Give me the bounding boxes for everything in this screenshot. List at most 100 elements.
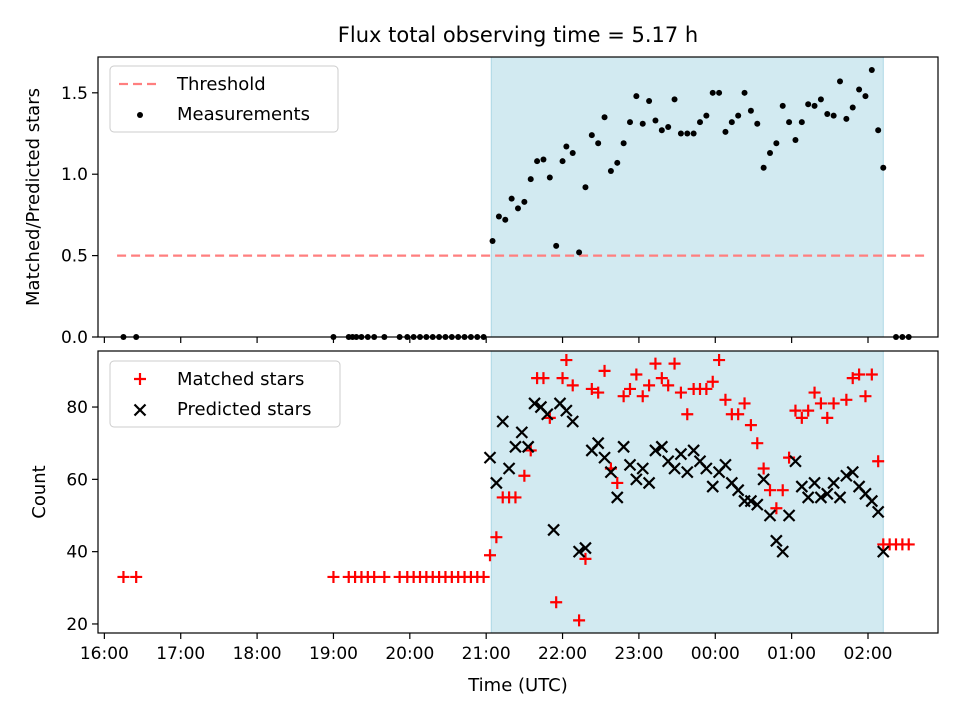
matched-star-point [368, 570, 381, 583]
matched-star-point [865, 368, 878, 381]
measurement-point [817, 96, 824, 103]
predicted-star-point [795, 480, 809, 493]
predicted-star-point [876, 545, 890, 558]
x-tick-label: 17:00 [156, 644, 205, 664]
matched-star-point [579, 552, 592, 565]
matched-star-point [509, 491, 522, 504]
top-axes-frame [97, 56, 939, 338]
matched-star-point [713, 354, 726, 367]
measurement-point [540, 156, 547, 163]
matched-star-point [902, 538, 915, 551]
measurement-point [671, 96, 678, 103]
predicted-star-point [572, 545, 586, 558]
measurement-point [563, 143, 570, 150]
measurement-point [534, 158, 541, 165]
y-tick-label: 60 [66, 470, 88, 490]
y-tick-label: 0.5 [61, 247, 88, 267]
predicted-star-point [808, 476, 821, 490]
measurement-point [716, 89, 723, 96]
legend-box [109, 360, 341, 428]
predicted-star-point [540, 407, 554, 421]
matched-star-point [789, 404, 802, 417]
predicted-star-point [649, 444, 662, 457]
predicted-star-point [680, 465, 694, 479]
matched-star-point [808, 386, 821, 399]
measurement-point [553, 242, 560, 249]
matched-star-point [706, 375, 719, 388]
measurement-point [875, 127, 882, 134]
predicted-star-point [509, 440, 522, 454]
measurement-point [773, 140, 780, 147]
measurement-point [880, 164, 887, 171]
bottom-axes-frame [97, 350, 939, 634]
predicted-star-point [591, 436, 605, 450]
predicted-star-point [617, 440, 630, 454]
matched-star-point [662, 379, 675, 392]
y-tick-label: 1.0 [61, 165, 88, 185]
legend-matched-label: Matched stars [177, 369, 304, 390]
matched-star-point [821, 411, 834, 424]
x-tick-label: 21:00 [462, 644, 511, 664]
matched-star-point [649, 357, 662, 370]
matched-star-point [585, 382, 598, 395]
measurement-point [607, 167, 614, 174]
x-tick-label: 00:00 [691, 644, 740, 664]
matched-star-point [681, 408, 694, 421]
matched-star-point [598, 364, 611, 377]
legend-box [109, 65, 339, 133]
measurement-point [614, 159, 621, 166]
x-tick-label: 22:00 [538, 644, 587, 664]
y-axis-label: Count [29, 465, 50, 518]
measurement-point [595, 140, 602, 147]
predicted-star-point [490, 476, 503, 490]
measurement-point [843, 115, 850, 122]
matched-star-point [643, 379, 656, 392]
predicted-star-point [871, 505, 885, 519]
measurement-point [786, 119, 793, 126]
matched-star-point [592, 386, 605, 399]
matched-star-point [630, 368, 643, 381]
matched-star-point [378, 570, 391, 583]
predicted-star-point [598, 451, 611, 464]
measurement-point [779, 102, 786, 109]
predicted-star-point [528, 397, 541, 410]
predicted-star-point [776, 545, 790, 558]
predicted-star-point [750, 498, 764, 511]
observing-window [490, 56, 884, 338]
measurement-point [582, 184, 589, 191]
predicted-star-point [604, 465, 618, 479]
top-panel: 0.0 0.5 1.0 1.5 Matched/Predicted stars Thres… [23, 56, 939, 348]
x-tick-label: 02:00 [844, 644, 893, 664]
measurement-point [690, 130, 697, 137]
predicted-star-point [579, 541, 592, 555]
predicted-star-point [820, 487, 834, 501]
predicted-star-point [483, 451, 497, 464]
measurement-point [620, 140, 627, 147]
predicted-star-point [789, 454, 802, 468]
matched-star-point [655, 372, 668, 385]
matched-star-point [795, 411, 808, 424]
measurement-point [741, 89, 748, 96]
measurement-point [652, 117, 659, 124]
matched-star-point [566, 379, 579, 392]
predicted-star-point [687, 444, 700, 457]
predicted-star-point [496, 415, 510, 428]
measurement-point [601, 114, 608, 121]
measurement-point [805, 101, 812, 108]
matched-star-point [859, 390, 872, 403]
measurement-point [646, 97, 653, 104]
matched-star-point [719, 393, 732, 406]
predicted-star-point [566, 415, 580, 428]
predicted-star-point [636, 462, 650, 475]
predicted-star-point [757, 473, 770, 486]
matched-star-point [477, 570, 490, 583]
x-tick-label: 23:00 [614, 644, 663, 664]
legend-threshold-label: Threshold [176, 74, 266, 95]
measurement-point [856, 86, 863, 93]
x-axis-label: Time (UTC) [467, 675, 568, 696]
measurement-point [798, 119, 805, 126]
measurement-point [569, 150, 576, 157]
measurement-point [576, 249, 583, 256]
measurement-point [502, 216, 509, 223]
matched-star-point [327, 570, 340, 583]
